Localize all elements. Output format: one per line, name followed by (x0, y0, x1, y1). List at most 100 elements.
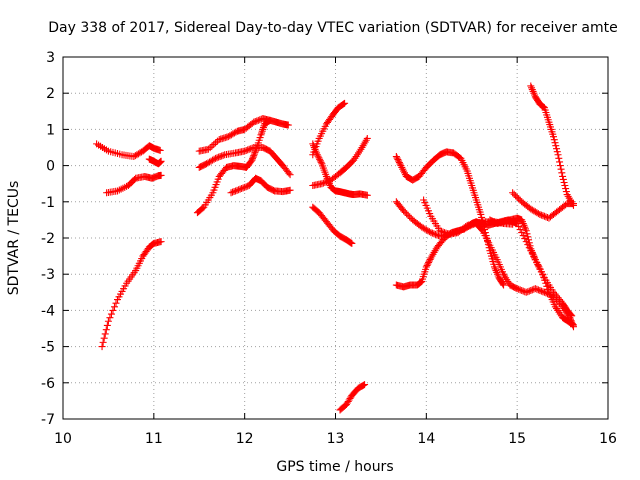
data-point (236, 185, 244, 193)
data-point (510, 190, 518, 198)
data-point (561, 182, 569, 190)
data-point (543, 213, 551, 221)
data-point (551, 139, 559, 147)
data-point (537, 211, 545, 219)
data-point (500, 281, 508, 289)
data-point (539, 212, 547, 220)
data-point (396, 160, 404, 168)
data-point (403, 210, 411, 218)
x-tick-label: 11 (145, 431, 163, 447)
data-point (210, 155, 218, 163)
series-arc-d (98, 238, 165, 351)
series-arc-n (392, 148, 508, 289)
data-point (559, 172, 567, 180)
data-point (562, 188, 570, 196)
series-arc-l (309, 203, 356, 247)
data-point (317, 158, 325, 166)
data-point (562, 185, 570, 193)
data-point (540, 212, 548, 220)
data-point (518, 229, 526, 237)
data-point (539, 270, 547, 278)
data-point (416, 279, 424, 287)
data-point (422, 263, 430, 271)
data-point (527, 286, 535, 294)
data-point (428, 229, 436, 237)
data-point (250, 150, 258, 158)
data-point (213, 154, 221, 162)
data-point (316, 157, 324, 165)
data-point (560, 178, 568, 186)
data-point (212, 154, 220, 162)
data-point (534, 262, 542, 270)
data-point (313, 151, 321, 159)
data-point (513, 193, 521, 201)
data-point (534, 210, 542, 218)
data-point (363, 134, 371, 142)
series-arc-s (527, 82, 577, 209)
data-point (483, 235, 491, 243)
data-point (235, 186, 243, 194)
data-point (534, 286, 542, 294)
data-point (318, 180, 326, 188)
data-point (216, 153, 224, 161)
y-tick-label: -4 (41, 303, 55, 319)
data-point (550, 133, 557, 141)
data-point (230, 188, 238, 196)
data-point (251, 118, 259, 126)
data-point (248, 156, 256, 164)
data-point (314, 152, 322, 160)
data-point (219, 151, 227, 159)
data-point (233, 186, 241, 194)
data-point (519, 287, 527, 295)
series-arc-m (336, 381, 369, 414)
data-point (99, 338, 107, 346)
data-point (254, 116, 262, 124)
data-point (249, 155, 257, 163)
data-point (315, 154, 323, 162)
data-point (239, 184, 247, 192)
series-arc-j (309, 140, 371, 199)
data-point (363, 191, 371, 199)
series-arc-c (145, 155, 165, 168)
data-point (478, 226, 486, 234)
data-point (208, 142, 216, 150)
data-point (100, 334, 108, 342)
x-axis-label: GPS time / hours (276, 459, 393, 475)
data-point (110, 303, 118, 311)
data-point (347, 239, 355, 247)
data-point (229, 188, 237, 196)
data-point (569, 201, 577, 209)
data-point (553, 145, 561, 153)
data-point (256, 116, 264, 124)
data-point (242, 147, 250, 155)
data-point (524, 233, 532, 241)
y-tick-label: -1 (41, 195, 55, 211)
data-point (249, 153, 257, 161)
data-point (340, 100, 348, 108)
data-point (393, 154, 401, 162)
data-point (425, 257, 433, 265)
x-tick-label: 10 (54, 431, 72, 447)
data-point (157, 157, 165, 165)
data-point (423, 261, 431, 269)
y-axis-label: SDTVAR / TECUs (6, 181, 22, 296)
plot-frame (62, 56, 609, 420)
data-point (285, 169, 293, 177)
data-point (430, 230, 438, 238)
data-point (441, 229, 448, 237)
data-point (557, 165, 565, 173)
data-point (531, 285, 539, 293)
data-point (404, 211, 412, 219)
data-point (232, 187, 240, 195)
data-points (93, 82, 577, 414)
data-point (109, 306, 117, 314)
data-point (104, 317, 112, 325)
data-point (513, 285, 521, 293)
y-tick-label: 1 (46, 122, 55, 138)
data-point (417, 278, 425, 286)
data-point (244, 146, 252, 154)
data-point (540, 273, 548, 281)
series-arc-h (227, 174, 294, 197)
data-point (556, 158, 564, 166)
data-point (437, 227, 445, 235)
